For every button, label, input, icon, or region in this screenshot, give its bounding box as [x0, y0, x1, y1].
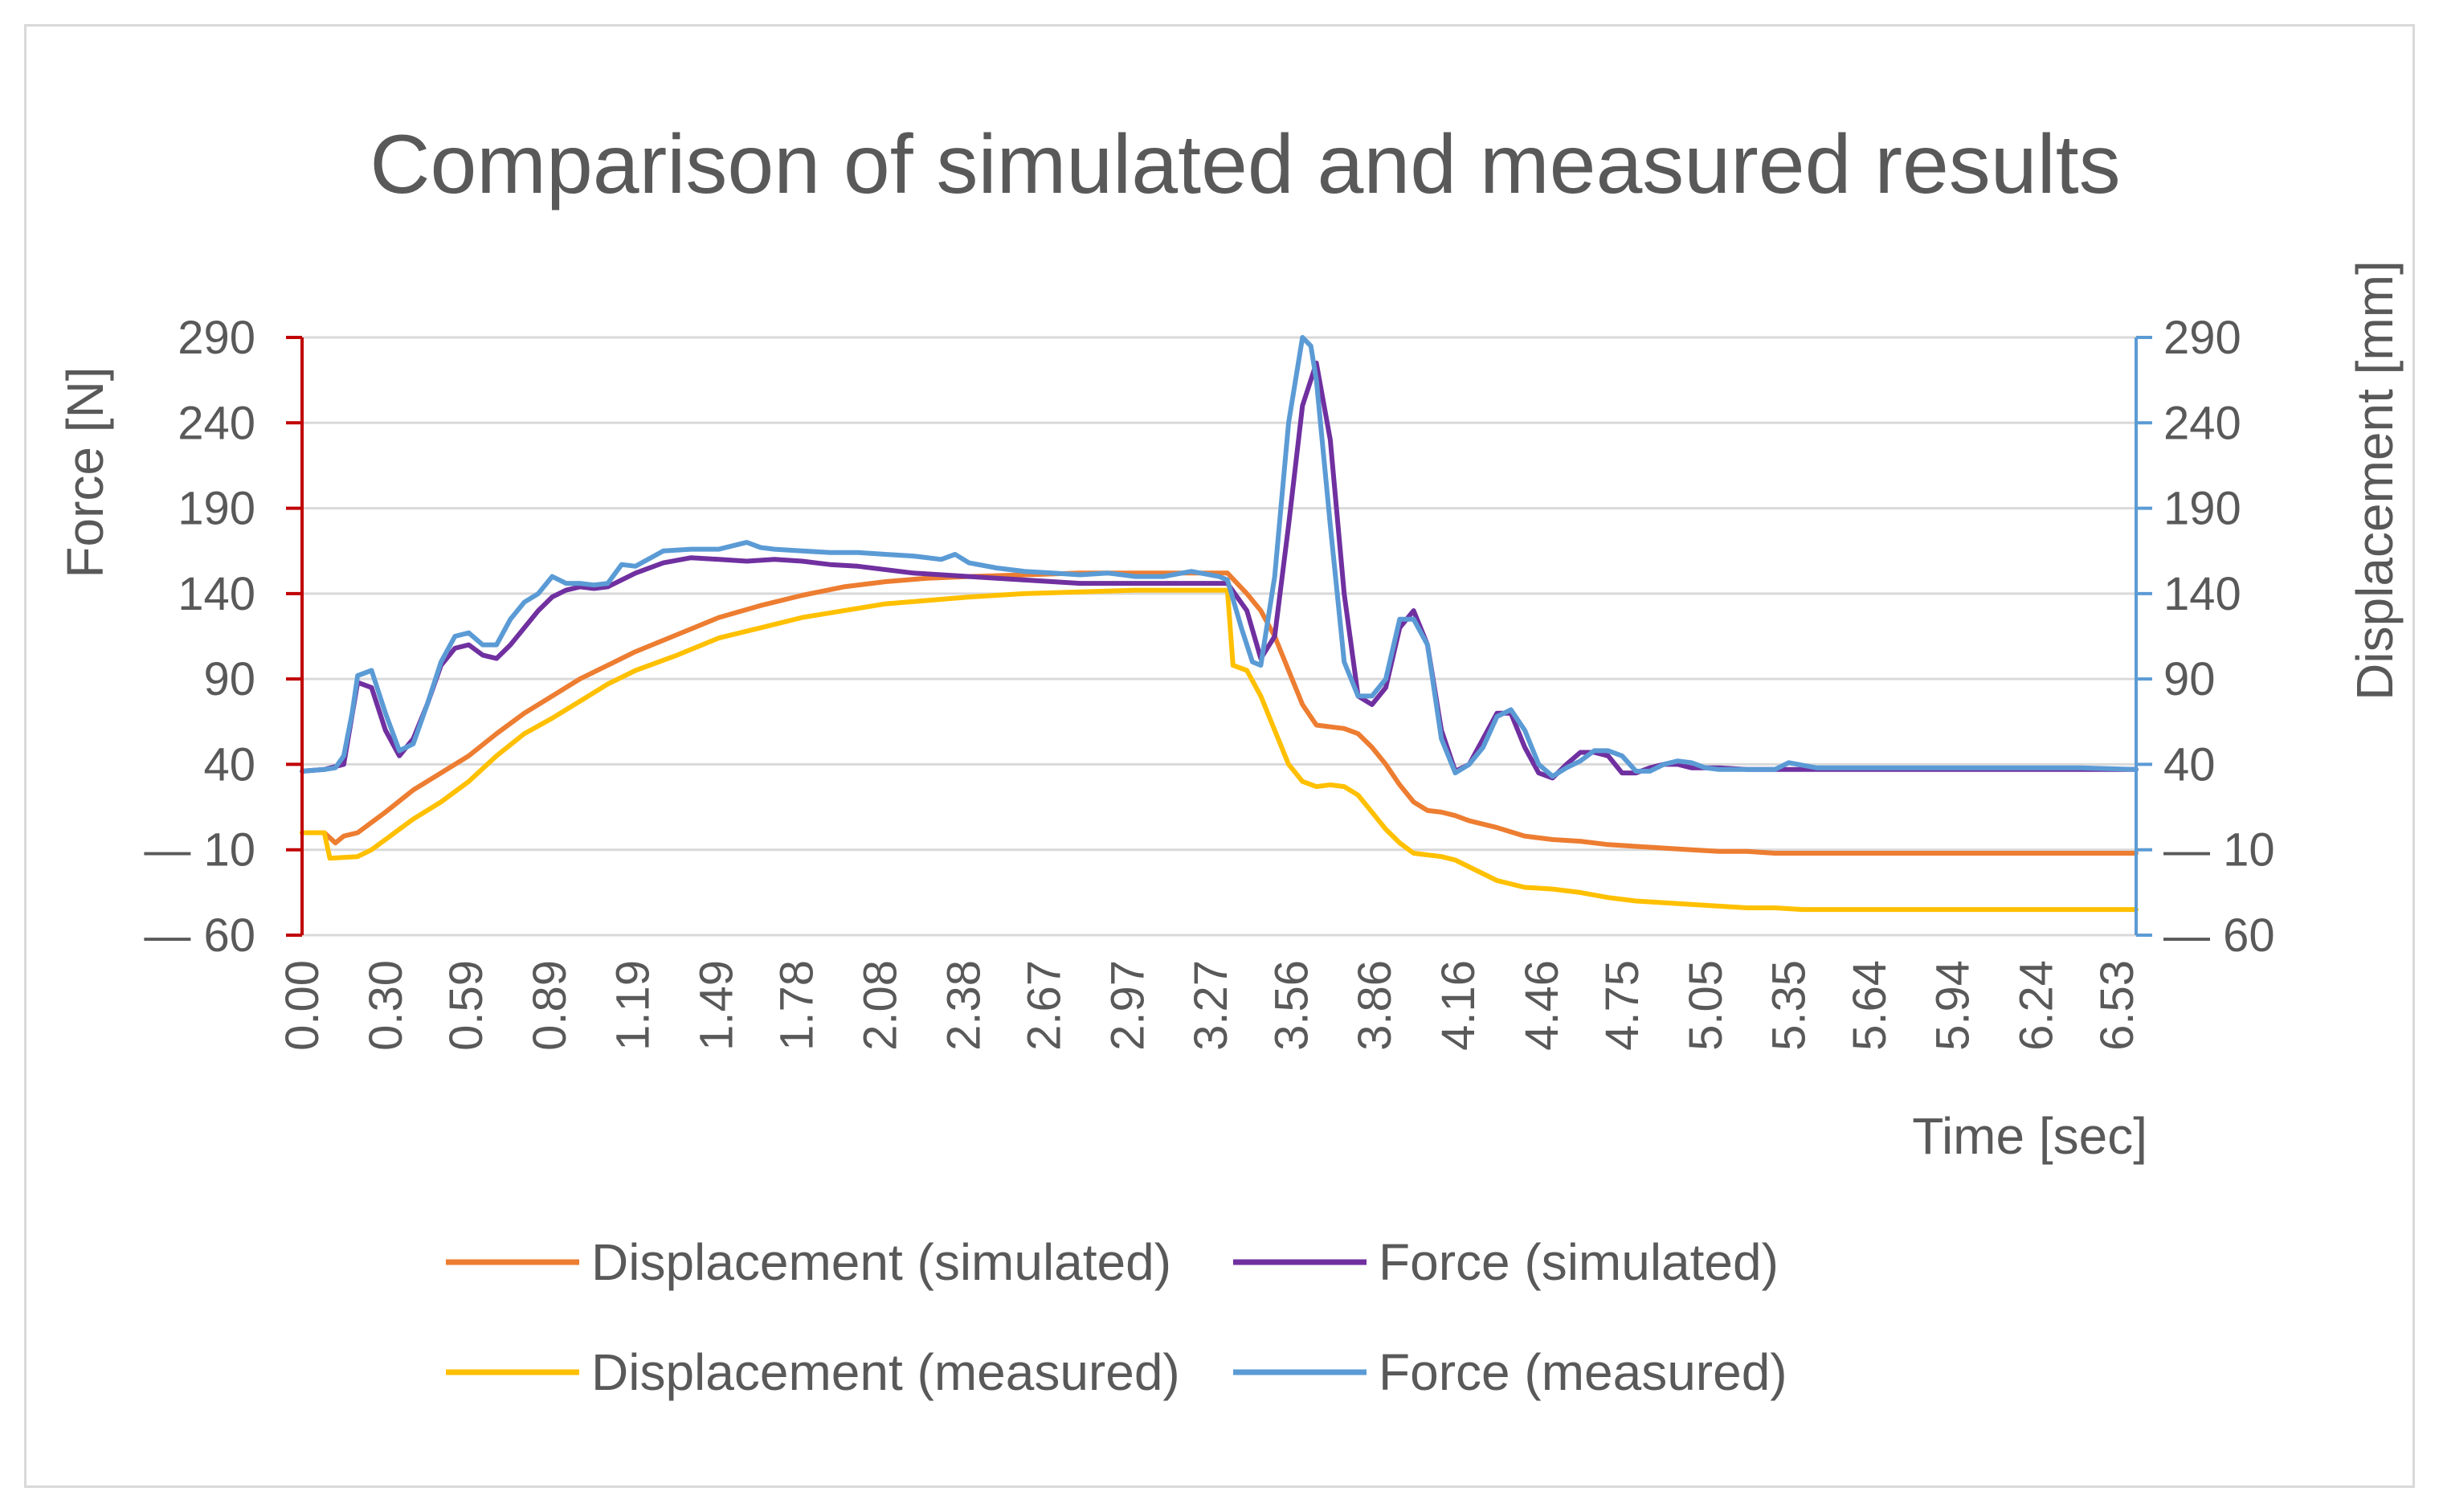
x-tick-label: 1.19 — [607, 960, 660, 1051]
chart-title: Comparison of simulated and measured res… — [370, 118, 2120, 211]
right-y-ticks: 290 240 190 140 90 40 — 10 — 60 — [2136, 312, 2275, 962]
x-tick-label: 1.78 — [771, 960, 823, 1051]
x-axis-title: Time [sec] — [1912, 1107, 2147, 1165]
right-tick-label: 190 — [2163, 483, 2241, 535]
x-tick-label: 6.24 — [2010, 960, 2062, 1051]
series-line-displacement-measured — [300, 587, 2139, 913]
x-tick-label: 4.75 — [1596, 960, 1648, 1051]
x-tick-label: 3.56 — [1265, 960, 1318, 1051]
left-tick-label: 240 — [178, 397, 255, 449]
x-tick-label: 4.16 — [1432, 960, 1485, 1051]
x-tick-label: 5.94 — [1927, 960, 1979, 1051]
left-tick-label: 40 — [203, 738, 255, 791]
x-tick-label: 2.97 — [1101, 960, 1154, 1051]
y-axis-title-left: Force [N] — [56, 366, 114, 578]
x-tick-label: 5.64 — [1844, 960, 1896, 1051]
left-tick-label: 190 — [178, 483, 255, 535]
series-line-force-simulated — [300, 360, 2139, 781]
series-line-force-measured — [300, 335, 2139, 779]
x-tick-label: 5.05 — [1680, 960, 1732, 1051]
right-tick-label: 240 — [2163, 397, 2241, 449]
x-tick-label: 0.30 — [360, 960, 412, 1051]
series-lines — [300, 335, 2139, 913]
x-tick-label: 2.38 — [938, 960, 990, 1051]
x-tick-label: 0.00 — [276, 960, 329, 1051]
left-tick-label: 90 — [203, 653, 255, 705]
x-ticks: 0.00 0.30 0.59 0.89 1.19 1.49 1.78 2.08 2.38 2.67… — [276, 960, 2143, 1051]
right-tick-label: 140 — [2163, 568, 2241, 620]
legend-label-displacement-measured: Displacement (measured) — [591, 1343, 1180, 1401]
x-tick-label: 2.67 — [1019, 960, 1071, 1051]
right-tick-label: — 10 — [2163, 824, 2275, 877]
x-tick-label: 6.53 — [2091, 960, 2143, 1051]
left-tick-label: 290 — [178, 312, 255, 364]
chart-svg: Comparison of simulated and measured res… — [56, 118, 2404, 1401]
left-tick-label: — 60 — [144, 909, 255, 962]
x-tick-label: 5.35 — [1763, 960, 1816, 1051]
legend-label-displacement-simulated: Displacement (simulated) — [591, 1233, 1171, 1291]
x-tick-label: 2.08 — [854, 960, 906, 1051]
legend-label-force-measured: Force (measured) — [1379, 1343, 1787, 1401]
y-axis-title-right: Displacement [mm] — [2346, 260, 2404, 701]
left-tick-label: 140 — [178, 568, 255, 620]
right-tick-label: 90 — [2163, 653, 2216, 705]
right-tick-label: 290 — [2163, 312, 2241, 364]
chart-frame: Comparison of simulated and measured res… — [24, 24, 2415, 1488]
x-tick-label: 3.86 — [1349, 960, 1401, 1051]
legend: Displacement (simulated) Force (simulate… — [446, 1233, 1787, 1401]
x-tick-label: 1.49 — [690, 960, 742, 1051]
x-tick-label: 0.59 — [440, 960, 492, 1051]
right-tick-label: 40 — [2163, 738, 2216, 791]
series-line-displacement-simulated — [300, 570, 2139, 856]
left-y-ticks: 290 240 190 140 90 40 — 10 — 60 — [144, 312, 302, 962]
x-tick-label: 0.89 — [524, 960, 576, 1051]
left-tick-label: — 10 — [144, 824, 255, 877]
x-tick-label: 4.46 — [1516, 960, 1568, 1051]
gridlines — [302, 336, 2136, 937]
x-tick-label: 3.27 — [1185, 960, 1237, 1051]
legend-label-force-simulated: Force (simulated) — [1379, 1233, 1779, 1291]
right-tick-label: — 60 — [2163, 909, 2275, 962]
